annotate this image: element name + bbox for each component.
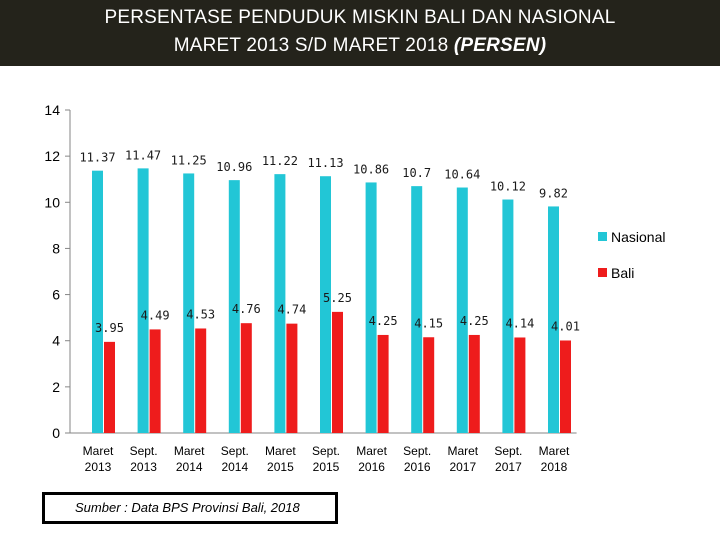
- bar-bali-7: [423, 337, 435, 433]
- data-label-nasional-1: 11.47: [125, 148, 161, 162]
- y-tick-label: 0: [52, 425, 60, 441]
- bar-nasional-2: [183, 173, 195, 434]
- bar-bali-6: [377, 334, 389, 433]
- bar-nasional-9: [502, 199, 514, 433]
- chart-title-period: MARET 2013 S/D MARET 2018: [173, 35, 454, 56]
- bar-bali-4: [286, 323, 298, 433]
- data-label-bali-9: 4.14: [505, 316, 534, 330]
- bar-nasional-4: [274, 174, 286, 433]
- data-label-nasional-9: 10.12: [490, 180, 526, 194]
- data-label-nasional-7: 10.7: [402, 166, 431, 180]
- x-tick-label-line1: Maret: [539, 444, 570, 458]
- bar-bali-1: [149, 329, 161, 433]
- title-banner: PERSENTASE PENDUDUK MISKIN BALI DAN NASI…: [0, 0, 720, 66]
- data-label-bali-4: 4.74: [277, 303, 306, 317]
- x-tick-label-line1: Maret: [83, 444, 114, 458]
- x-tick-label-line2: 2013: [130, 460, 157, 474]
- y-tick-label: 2: [52, 379, 60, 395]
- bar-nasional-0: [92, 170, 103, 433]
- x-tick-label-line2: 2014: [221, 460, 248, 474]
- x-tick-label-line1: Sept.: [130, 444, 158, 458]
- data-label-nasional-0: 11.37: [79, 151, 115, 165]
- bar-nasional-3: [228, 180, 240, 433]
- data-label-nasional-10: 9.82: [539, 186, 568, 200]
- data-label-nasional-8: 10.64: [444, 168, 480, 182]
- x-tick-label-line2: 2016: [404, 460, 431, 474]
- bar-bali-0: [104, 341, 115, 433]
- source-note: Sumber : Data BPS Provinsi Bali, 2018: [42, 492, 338, 524]
- legend-swatch-bali: [598, 268, 607, 277]
- bar-bali-8: [468, 334, 480, 433]
- legend-label-nasional: Nasional: [611, 229, 665, 245]
- x-tick-label-line1: Maret: [265, 444, 296, 458]
- y-tick-label: 12: [44, 148, 60, 164]
- x-tick-label-line2: 2017: [495, 460, 522, 474]
- data-label-bali-10: 4.01: [551, 319, 580, 333]
- x-tick-label-line2: 2013: [85, 460, 112, 474]
- chart-title-unit: (PERSEN): [453, 35, 547, 56]
- bar-nasional-1: [137, 168, 149, 433]
- bar-nasional-10: [548, 206, 559, 433]
- x-tick-label-line1: Maret: [356, 444, 387, 458]
- bar-nasional-8: [456, 187, 468, 433]
- data-label-nasional-2: 11.25: [171, 153, 207, 167]
- x-tick-label-line1: Sept.: [312, 444, 340, 458]
- data-label-nasional-6: 10.86: [353, 162, 389, 176]
- y-tick-label: 10: [44, 194, 60, 210]
- x-tick-label-line2: 2016: [358, 460, 385, 474]
- y-tick-label: 14: [44, 102, 60, 118]
- y-tick-label: 6: [52, 287, 60, 303]
- x-tick-label-line2: 2018: [541, 460, 568, 474]
- data-label-bali-1: 4.49: [141, 308, 170, 322]
- data-label-bali-7: 4.15: [414, 316, 443, 330]
- bar-nasional-5: [320, 176, 331, 433]
- chart-title-line-1: PERSENTASE PENDUDUK MISKIN BALI DAN NASI…: [104, 7, 616, 28]
- bar-chart: 0 2 4 6 8 10 12 14 11.37 11.47 11.25 10.96 11.22 11.1…: [44, 102, 665, 474]
- chart-title-line-2: MARET 2013 S/D MARET 2018 (PERSEN): [0, 35, 720, 57]
- bar-nasional-6: [365, 182, 377, 433]
- x-tick-label-line1: Sept.: [403, 444, 431, 458]
- x-tick-label-line1: Sept.: [221, 444, 249, 458]
- x-tick-label-line1: Maret: [174, 444, 205, 458]
- y-tick-label: 4: [52, 333, 60, 349]
- x-tick-label-line2: 2015: [313, 460, 340, 474]
- bar-bali-2: [195, 328, 207, 433]
- data-label-bali-8: 4.25: [460, 314, 489, 328]
- bar-bali-9: [514, 337, 526, 433]
- data-label-bali-2: 4.53: [186, 307, 215, 321]
- bar-nasional-7: [411, 186, 423, 433]
- y-tick-label: 8: [52, 240, 60, 256]
- x-tick-label-line2: 2015: [267, 460, 294, 474]
- data-label-bali-0: 3.95: [95, 321, 124, 335]
- bar-bali-10: [560, 340, 571, 433]
- data-label-bali-6: 4.25: [369, 314, 398, 328]
- data-label-bali-3: 4.76: [232, 302, 261, 316]
- legend-label-bali: Bali: [611, 265, 634, 281]
- bar-bali-3: [240, 323, 252, 433]
- legend-swatch-nasional: [598, 232, 607, 241]
- data-label-nasional-5: 11.13: [307, 156, 343, 170]
- x-tick-label-line2: 2014: [176, 460, 203, 474]
- data-label-nasional-4: 11.22: [262, 154, 298, 168]
- x-tick-label-line1: Sept.: [494, 444, 522, 458]
- x-tick-label-line1: Maret: [447, 444, 478, 458]
- bar-bali-5: [332, 311, 343, 433]
- data-label-nasional-3: 10.96: [216, 160, 252, 174]
- data-label-bali-5: 5.25: [323, 291, 352, 305]
- x-tick-label-line2: 2017: [449, 460, 476, 474]
